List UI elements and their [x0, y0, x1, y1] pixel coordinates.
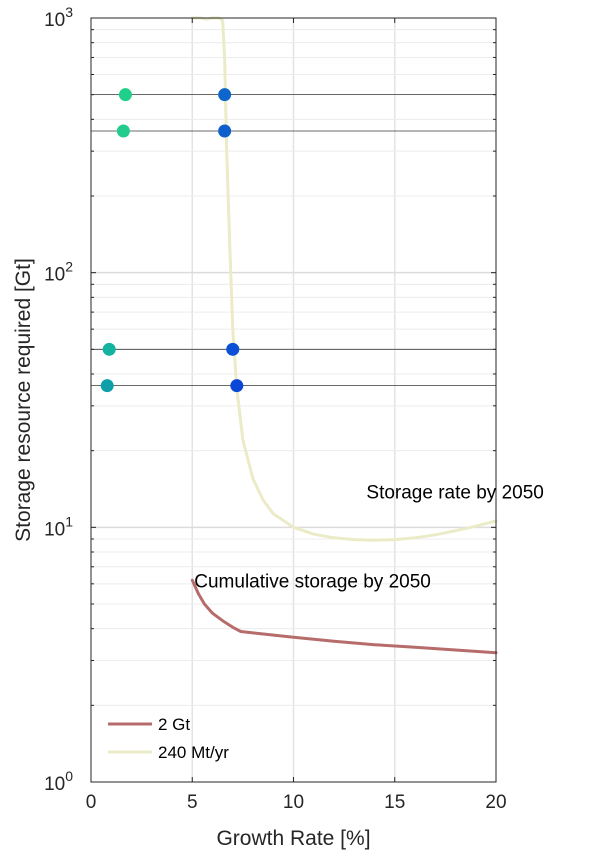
- x-tick-label: 10: [283, 792, 304, 813]
- data-point: [230, 379, 244, 393]
- series-line-0: [190, 578, 498, 655]
- data-point: [226, 342, 240, 356]
- x-tick-label: 5: [187, 792, 198, 813]
- data-point: [100, 379, 114, 393]
- series-group: [190, 16, 498, 655]
- x-tick-label: 0: [86, 792, 97, 813]
- x-tick-label: 15: [384, 792, 405, 813]
- data-point: [102, 342, 116, 356]
- legend-label-240mtyr: 240 Mt/yr: [158, 743, 229, 762]
- annotations: Storage rate by 2050 Cumulative storage b…: [194, 482, 544, 592]
- points-group: [100, 88, 244, 393]
- data-point: [218, 88, 232, 102]
- series-line-1: [190, 16, 498, 542]
- data-point: [218, 124, 232, 138]
- reference-lines: [91, 94, 496, 387]
- y-tick-label: 103: [44, 4, 73, 31]
- annotation-label: Cumulative storage by 2050: [194, 572, 431, 593]
- x-tick-label: 20: [485, 792, 506, 813]
- y-axis-label: Storage resource required [Gt]: [12, 258, 35, 542]
- y-tick-label: 102: [44, 259, 73, 286]
- legend: 2 Gt 240 Mt/yr: [108, 715, 229, 762]
- data-point: [116, 124, 130, 138]
- data-point: [118, 88, 132, 102]
- ticks: 0 5 10 15 20 100 101 102 103: [44, 4, 507, 813]
- annotation-label: Storage rate by 2050: [366, 482, 543, 503]
- y-tick-label: 100: [44, 768, 73, 795]
- legend-label-2gt: 2 Gt: [158, 715, 190, 734]
- y-tick-label: 101: [44, 513, 73, 540]
- grid: [91, 18, 496, 782]
- x-axis-label: Growth Rate [%]: [216, 827, 370, 850]
